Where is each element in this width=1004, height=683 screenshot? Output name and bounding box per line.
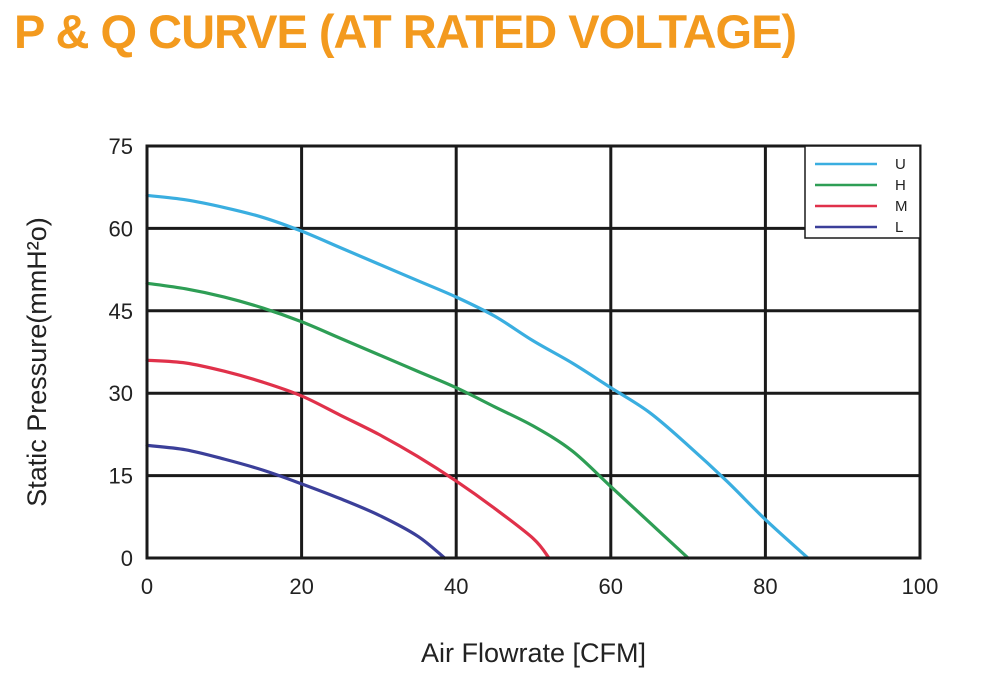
x-tick-label: 60 bbox=[599, 574, 623, 599]
y-tick-label: 0 bbox=[121, 546, 133, 571]
plot-border bbox=[145, 144, 922, 560]
y-tick-label: 60 bbox=[109, 216, 133, 241]
x-tick-label: 100 bbox=[902, 574, 939, 599]
legend-label-H: H bbox=[895, 177, 906, 194]
x-tick-label: 40 bbox=[444, 574, 468, 599]
legend-label-U: U bbox=[895, 156, 906, 173]
x-tick-label: 20 bbox=[289, 574, 313, 599]
series-line-M bbox=[145, 358, 551, 560]
series-line-L bbox=[145, 443, 447, 560]
series-layer bbox=[145, 193, 810, 560]
grid bbox=[147, 146, 920, 558]
y-tick-label: 30 bbox=[109, 381, 133, 406]
y-tick-label: 75 bbox=[109, 134, 133, 159]
x-tick-label: 80 bbox=[753, 574, 777, 599]
chart-title: P & Q CURVE (AT RATED VOLTAGE) bbox=[14, 5, 797, 58]
plot-frame bbox=[145, 144, 922, 560]
x-tick-label: 0 bbox=[141, 574, 153, 599]
y-tick-label: 45 bbox=[109, 299, 133, 324]
legend-label-L: L bbox=[895, 219, 903, 236]
legend-label-M: M bbox=[895, 198, 908, 215]
y-axis-label: Static Pressure(mmH²o) bbox=[22, 217, 52, 507]
legend-box bbox=[804, 145, 921, 239]
series-line-U bbox=[145, 193, 810, 560]
series-line-H bbox=[145, 281, 690, 560]
y-tick-label: 15 bbox=[109, 464, 133, 489]
x-axis-label: Air Flowrate [CFM] bbox=[421, 638, 646, 668]
tick-labels: 0 20 40 60 80 100 0 15 30 45 60 75 bbox=[109, 134, 939, 599]
